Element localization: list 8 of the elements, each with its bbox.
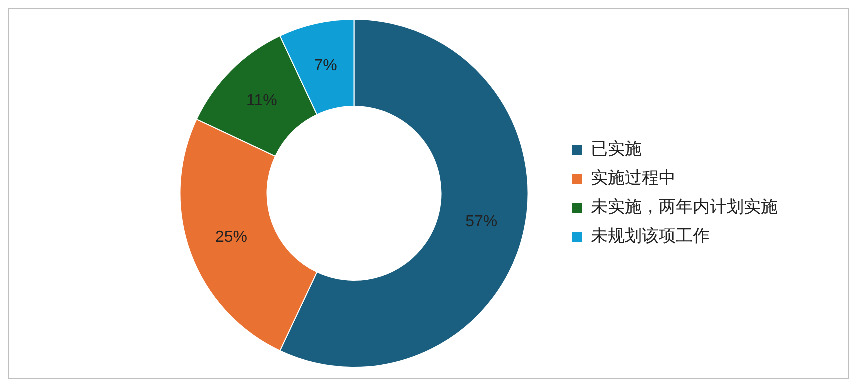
data-label: 11% bbox=[246, 92, 278, 110]
data-label: 7% bbox=[314, 58, 338, 75]
legend-label: 未实施，两年内计划实施 bbox=[591, 198, 778, 217]
data-label: 57% bbox=[466, 213, 498, 230]
data-label: 25% bbox=[215, 229, 248, 246]
legend-label: 未规划该项工作 bbox=[591, 226, 710, 246]
legend-label: 实施过程中 bbox=[591, 168, 676, 188]
legend-label: 已实施 bbox=[591, 140, 642, 159]
